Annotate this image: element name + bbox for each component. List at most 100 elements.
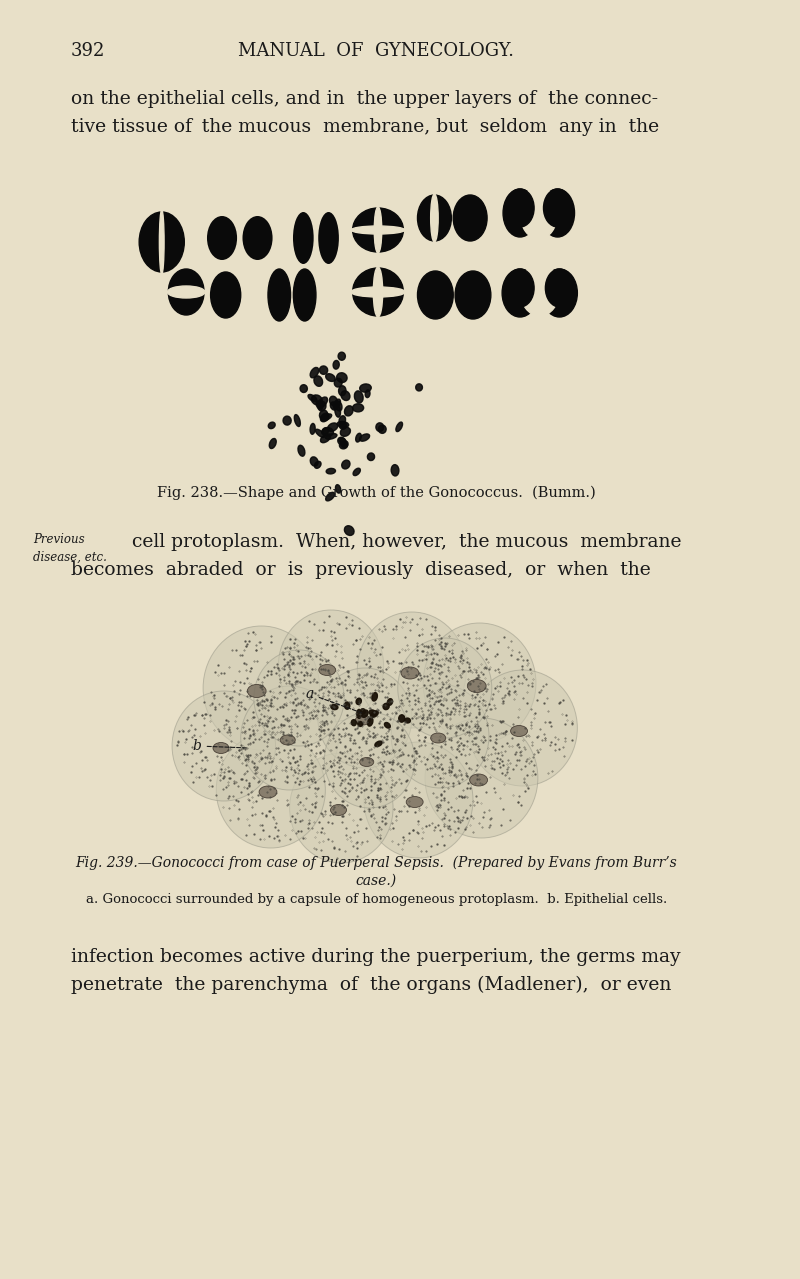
Text: infection becomes active during the puerperium, the germs may: infection becomes active during the puer…	[70, 948, 680, 966]
Ellipse shape	[353, 404, 364, 412]
Text: 392: 392	[70, 42, 105, 60]
Ellipse shape	[356, 434, 362, 443]
Ellipse shape	[356, 698, 362, 705]
Ellipse shape	[398, 715, 405, 723]
Ellipse shape	[247, 684, 266, 697]
Ellipse shape	[396, 422, 402, 431]
Ellipse shape	[139, 212, 184, 272]
Ellipse shape	[502, 269, 538, 317]
Ellipse shape	[455, 271, 491, 318]
Ellipse shape	[330, 396, 338, 405]
Ellipse shape	[387, 698, 393, 705]
Ellipse shape	[311, 395, 322, 405]
Text: b: b	[193, 739, 246, 753]
Ellipse shape	[503, 189, 537, 237]
Ellipse shape	[345, 702, 350, 710]
Circle shape	[468, 670, 578, 787]
Text: a: a	[306, 687, 362, 714]
Ellipse shape	[315, 430, 325, 437]
Ellipse shape	[337, 421, 349, 427]
Ellipse shape	[333, 361, 339, 370]
Ellipse shape	[334, 399, 341, 409]
Ellipse shape	[370, 711, 378, 718]
Ellipse shape	[454, 194, 487, 240]
Ellipse shape	[314, 376, 322, 386]
Text: case.): case.)	[355, 874, 397, 888]
Ellipse shape	[298, 445, 305, 457]
Ellipse shape	[335, 402, 342, 411]
Ellipse shape	[318, 396, 327, 408]
Ellipse shape	[367, 453, 374, 460]
Ellipse shape	[318, 665, 336, 675]
Ellipse shape	[367, 718, 373, 726]
Ellipse shape	[300, 385, 307, 393]
Ellipse shape	[418, 271, 454, 318]
Text: Fig. 238.—Shape and Growth of the Gonococcus.  (Bumm.): Fig. 238.—Shape and Growth of the Gonoco…	[157, 486, 595, 500]
Ellipse shape	[210, 272, 241, 318]
Ellipse shape	[353, 208, 403, 252]
Ellipse shape	[318, 402, 326, 411]
Ellipse shape	[213, 743, 229, 753]
Ellipse shape	[326, 492, 334, 501]
Ellipse shape	[354, 391, 363, 403]
Ellipse shape	[283, 416, 291, 425]
Ellipse shape	[418, 194, 451, 240]
Circle shape	[364, 742, 473, 858]
Ellipse shape	[321, 434, 330, 443]
Ellipse shape	[542, 269, 578, 317]
Ellipse shape	[268, 269, 290, 321]
Ellipse shape	[520, 187, 558, 239]
Ellipse shape	[541, 189, 574, 237]
Ellipse shape	[406, 797, 423, 807]
Circle shape	[241, 686, 338, 790]
Text: tive tissue of  the mucous  membrane, but  seldom  any in  the: tive tissue of the mucous membrane, but …	[70, 118, 658, 136]
Text: MANUAL  OF  GYNECOLOGY.: MANUAL OF GYNECOLOGY.	[238, 42, 514, 60]
Ellipse shape	[345, 405, 353, 416]
Ellipse shape	[334, 379, 342, 388]
Ellipse shape	[310, 367, 318, 377]
Text: becomes  abraded  or  is  previously  diseased,  or  when  the: becomes abraded or is previously disease…	[70, 561, 650, 579]
Text: Previous: Previous	[33, 533, 85, 546]
Ellipse shape	[322, 414, 332, 421]
Ellipse shape	[430, 733, 446, 743]
Circle shape	[423, 623, 536, 743]
Ellipse shape	[372, 693, 378, 701]
Ellipse shape	[337, 372, 347, 382]
Circle shape	[325, 712, 414, 808]
Ellipse shape	[374, 267, 382, 317]
Ellipse shape	[378, 425, 386, 434]
Ellipse shape	[321, 413, 329, 422]
Ellipse shape	[167, 286, 205, 298]
Ellipse shape	[318, 212, 339, 263]
Ellipse shape	[338, 437, 346, 445]
Ellipse shape	[308, 394, 317, 402]
Ellipse shape	[322, 427, 334, 436]
Ellipse shape	[322, 428, 329, 435]
Ellipse shape	[331, 705, 338, 710]
Ellipse shape	[338, 386, 346, 395]
Text: Fig. 239.—Gonococci from case of Puerperal Sepsis.  (Prepared by Evans from Burr: Fig. 239.—Gonococci from case of Puerper…	[75, 856, 677, 871]
Text: disease, etc.: disease, etc.	[33, 551, 106, 564]
Circle shape	[425, 718, 538, 838]
Ellipse shape	[339, 416, 346, 425]
Text: cell protoplasm.  When, however,  the mucous  membrane: cell protoplasm. When, however, the muco…	[132, 533, 681, 551]
Ellipse shape	[506, 189, 534, 226]
Text: on the epithelial cells, and in  the upper layers of  the connec-: on the epithelial cells, and in the uppe…	[70, 90, 658, 107]
Ellipse shape	[314, 462, 321, 468]
Ellipse shape	[328, 423, 338, 431]
Ellipse shape	[361, 709, 366, 714]
Ellipse shape	[344, 526, 354, 536]
Ellipse shape	[467, 679, 486, 692]
Ellipse shape	[338, 352, 346, 361]
Ellipse shape	[401, 668, 419, 679]
Ellipse shape	[280, 735, 295, 744]
Ellipse shape	[268, 422, 275, 428]
Circle shape	[203, 625, 320, 749]
Ellipse shape	[350, 286, 406, 297]
Ellipse shape	[370, 710, 376, 716]
Ellipse shape	[342, 460, 350, 469]
Ellipse shape	[339, 441, 347, 449]
Ellipse shape	[310, 457, 318, 466]
Ellipse shape	[293, 212, 314, 263]
Ellipse shape	[340, 427, 350, 436]
